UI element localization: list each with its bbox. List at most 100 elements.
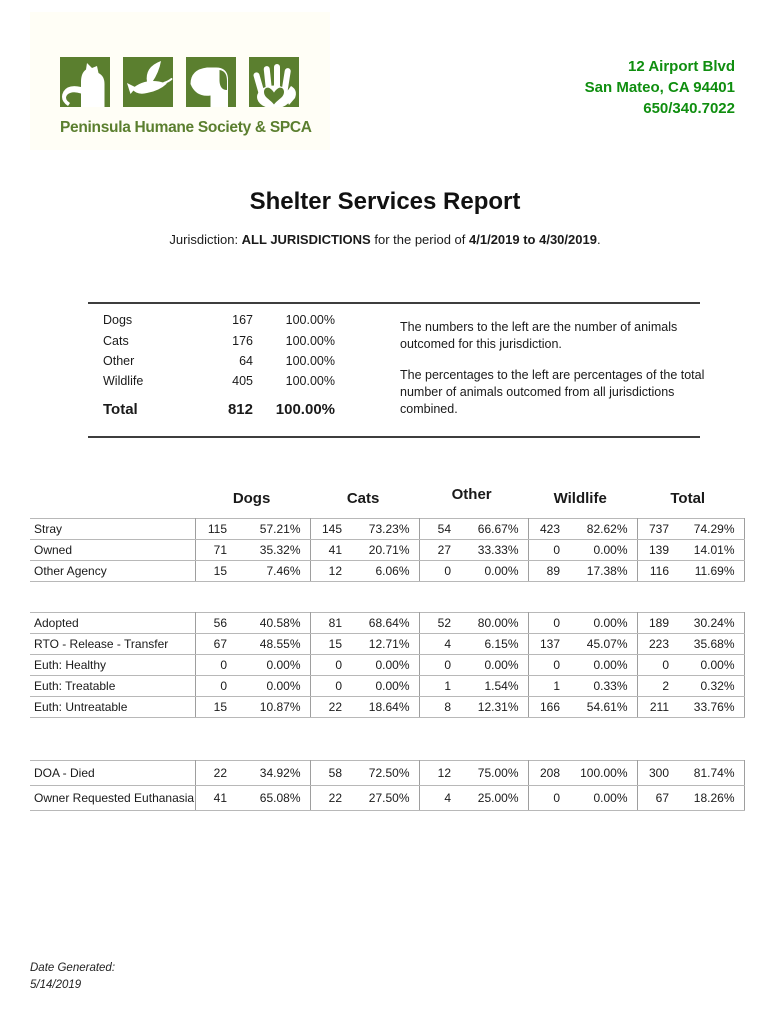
dog-icon <box>186 57 236 107</box>
table-row: Euth: Healthy 0 0.00% 0 0.00% 0 0.00% 0 0.00% 0 0.… <box>30 654 745 676</box>
cell-percent: 57.21% <box>241 518 310 540</box>
row-label: Owned <box>30 539 195 561</box>
cell-count: 71 <box>194 539 241 561</box>
cell-count: 4 <box>418 633 465 655</box>
cell-percent: 65.08% <box>241 785 310 811</box>
dove-icon <box>123 57 173 107</box>
summary-row-label: Wildlife <box>103 374 144 389</box>
summary-row-label: Dogs <box>103 313 133 328</box>
cell-count: 0 <box>527 539 574 561</box>
cell-count: 58 <box>309 760 356 786</box>
cell-percent: 48.55% <box>241 633 310 655</box>
cell-count: 81 <box>309 612 356 634</box>
summary-row: Wildlife 405 100.00% <box>103 371 335 391</box>
cell-count: 0 <box>309 675 356 697</box>
cell-percent: 0.00% <box>241 654 310 676</box>
summary-row-count: 405 <box>232 374 253 389</box>
cell-count: 12 <box>309 560 356 582</box>
address-line-1: 12 Airport Blvd <box>628 58 735 75</box>
summary-notes: The numbers to the left are the number o… <box>400 319 722 432</box>
period-value: 4/1/2019 to 4/30/2019 <box>469 232 597 247</box>
summary-row-percent: 100.00% <box>285 313 335 328</box>
jurisdiction-prefix: Jurisdiction: <box>169 232 242 247</box>
cell-percent: 33.33% <box>465 539 528 561</box>
cell-percent: 7.46% <box>241 560 310 582</box>
row-label: Adopted <box>30 612 195 634</box>
cat-icon <box>60 57 110 107</box>
table-row: Euth: Untreatable 15 10.87% 22 18.64% 8 12.31%… <box>30 696 745 718</box>
cell-count: 8 <box>418 696 465 718</box>
row-label: DOA - Died <box>30 760 195 786</box>
jurisdiction-middle: for the period of <box>370 232 470 247</box>
cell-count: 189 <box>636 612 683 634</box>
cell-percent: 82.62% <box>574 518 637 540</box>
outcome-block: DOA - Died 22 34.92% 58 72.50% 12 75.00% 208 100… <box>30 760 745 811</box>
page-title: Shelter Services Report <box>249 188 521 215</box>
table-row: Adopted 56 40.58% 81 68.64% 52 80.00% 0 0.00% 189… <box>30 612 745 634</box>
cell-count: 116 <box>636 560 683 582</box>
table-row: Other Agency 15 7.46% 12 6.06% 0 0.00% 89 17.38%… <box>30 560 745 582</box>
cell-percent: 45.07% <box>574 633 637 655</box>
cell-count: 137 <box>527 633 574 655</box>
cell-percent: 0.00% <box>241 675 310 697</box>
summary-row-percent: 100.00% <box>285 353 335 368</box>
summary-total-row: Total 812 100.00% <box>103 392 335 421</box>
jurisdiction-value: ALL JURISDICTIONS <box>241 232 371 247</box>
summary-rule-bottom <box>88 436 700 438</box>
cell-count: 12 <box>418 760 465 786</box>
cell-count: 1 <box>527 675 574 697</box>
cell-percent: 0.00% <box>465 654 528 676</box>
table-row: DOA - Died 22 34.92% 58 72.50% 12 75.00% 208 100… <box>30 760 745 786</box>
cell-percent: 72.50% <box>356 760 419 786</box>
cell-count: 223 <box>636 633 683 655</box>
column-header-total: Total <box>670 490 706 507</box>
outcome-block: Adopted 56 40.58% 81 68.64% 52 80.00% 0 0.00% 189… <box>30 612 745 718</box>
cell-percent: 0.00% <box>683 654 745 676</box>
row-label: Owner Requested Euthanasia <box>30 785 195 811</box>
summary-row-label: Other <box>103 353 135 368</box>
cell-percent: 81.74% <box>683 760 745 786</box>
cell-percent: 17.38% <box>574 560 637 582</box>
column-header-cats: Cats <box>346 490 380 507</box>
summary-row: Cats 176 100.00% <box>103 330 335 350</box>
cell-count: 54 <box>418 518 465 540</box>
cell-count: 56 <box>194 612 241 634</box>
cell-count: 67 <box>636 785 683 811</box>
cell-percent: 0.32% <box>683 675 745 697</box>
cell-percent: 0.00% <box>356 654 419 676</box>
cell-count: 0 <box>527 612 574 634</box>
jurisdiction-line: Jurisdiction: ALL JURISDICTIONS for the … <box>0 232 770 247</box>
cell-percent: 54.61% <box>574 696 637 718</box>
row-label: Other Agency <box>30 560 195 582</box>
cell-percent: 100.00% <box>574 760 637 786</box>
table-row: Stray 115 57.21% 145 73.23% 54 66.67% 423 82.62%… <box>30 518 745 540</box>
summary-row-percent: 100.00% <box>285 374 335 389</box>
column-header-wildlife: Wildlife <box>553 490 607 507</box>
date-generated: Date Generated: 5/14/2019 <box>30 960 115 994</box>
cell-count: 145 <box>309 518 356 540</box>
cell-count: 4 <box>418 785 465 811</box>
cell-percent: 20.71% <box>356 539 419 561</box>
cell-count: 27 <box>418 539 465 561</box>
org-name: Peninsula Humane Society & SPCA <box>60 119 312 136</box>
cell-percent: 10.87% <box>241 696 310 718</box>
cell-percent: 0.00% <box>574 539 637 561</box>
cell-percent: 0.00% <box>465 560 528 582</box>
outcome-table-section: Dogs Cats Other Wildlife Total Stray 115 57.21… <box>30 486 745 811</box>
cell-count: 0 <box>418 560 465 582</box>
cell-percent: 27.50% <box>356 785 419 811</box>
cell-count: 0 <box>309 654 356 676</box>
cell-count: 211 <box>636 696 683 718</box>
cell-percent: 0.33% <box>574 675 637 697</box>
cell-percent: 6.06% <box>356 560 419 582</box>
row-label: Euth: Healthy <box>30 654 195 676</box>
cell-count: 0 <box>418 654 465 676</box>
cell-count: 0 <box>636 654 683 676</box>
date-generated-label: Date Generated: <box>30 962 116 974</box>
column-header-other: Other <box>451 486 492 503</box>
cell-percent: 18.64% <box>356 696 419 718</box>
cell-count: 300 <box>636 760 683 786</box>
jurisdiction-suffix: . <box>596 232 601 247</box>
cell-count: 166 <box>527 696 574 718</box>
cell-count: 0 <box>527 785 574 811</box>
